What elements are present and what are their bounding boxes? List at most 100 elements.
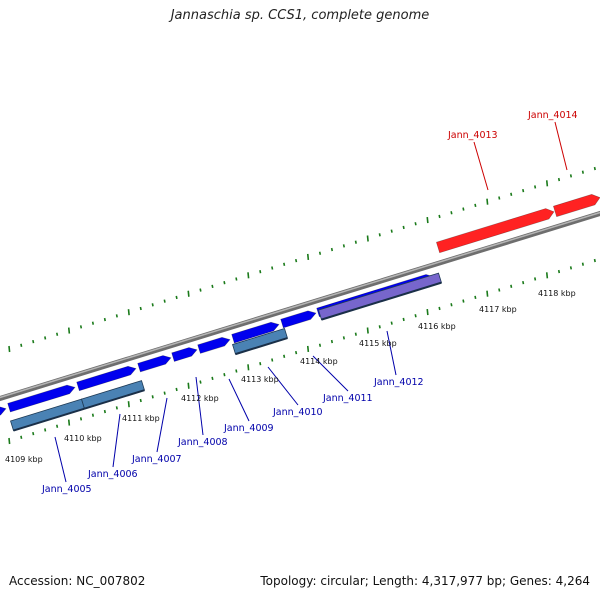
upper-tick	[474, 203, 477, 208]
upper-tick	[462, 207, 465, 211]
lower-tick	[44, 428, 47, 432]
upper-tick	[151, 303, 154, 307]
upper-tick	[67, 327, 71, 334]
leader-jann-4009	[228, 378, 250, 422]
scale-label-4111: 4111 kbp	[122, 414, 160, 423]
gene-track	[0, 194, 600, 432]
gene-label-jann-4010[interactable]: Jann_4010	[272, 407, 323, 418]
lower-tick	[318, 343, 322, 347]
gene-jann-4009[interactable]	[231, 321, 280, 344]
upper-tick	[498, 196, 501, 200]
upper-tick	[342, 244, 345, 248]
upper-tick	[557, 177, 561, 182]
gene-label-jann-4014[interactable]: Jann_4014	[527, 110, 578, 121]
upper-tick	[175, 295, 178, 300]
lower-tick	[20, 435, 23, 439]
lower-tick	[151, 395, 154, 399]
upper-tick	[414, 222, 417, 226]
gene-jann-4005-stub[interactable]	[0, 406, 7, 417]
gene-jann-4014[interactable]	[553, 194, 600, 218]
gene-jann-4009-a[interactable]	[197, 337, 231, 354]
gene-jann-4010-a[interactable]	[280, 310, 317, 329]
upper-tick	[390, 229, 393, 233]
lower-tick	[354, 332, 357, 336]
upper-tick	[593, 166, 596, 171]
lower-tick	[32, 431, 35, 436]
lower-tick	[127, 401, 130, 408]
leader-jann-4011	[312, 355, 349, 392]
upper-tick	[44, 336, 47, 340]
lower-tick	[366, 327, 369, 334]
lower-tick	[103, 409, 106, 414]
gene-label-jann-4007[interactable]: Jann_4007	[131, 454, 182, 465]
lower-tick	[534, 277, 537, 281]
upper-tick	[79, 325, 83, 329]
upper-tick	[438, 214, 441, 219]
upper-tick	[259, 270, 262, 274]
lower-tick	[414, 314, 417, 318]
scale-label-4112: 4112 kbp	[181, 394, 219, 403]
lower-tick	[271, 358, 274, 362]
gene-label-jann-4005[interactable]: Jann_4005	[41, 484, 92, 495]
tick-row-upper	[8, 166, 596, 353]
upper-tick	[330, 247, 334, 252]
gene-jann-4008[interactable]	[171, 347, 198, 362]
upper-tick	[91, 321, 95, 325]
upper-tick	[522, 188, 525, 193]
gene-jann-4007[interactable]	[76, 365, 137, 392]
lower-tick	[247, 364, 250, 371]
upper-tick	[139, 306, 142, 311]
lower-tick	[187, 382, 190, 389]
gene-jann-4013[interactable]	[436, 208, 555, 254]
upper-tick	[366, 235, 369, 242]
upper-tick	[569, 174, 573, 178]
gene-jann-4006-fwd[interactable]	[7, 384, 76, 413]
lower-tick	[522, 280, 525, 285]
gene-label-jann-4008[interactable]: Jann_4008	[177, 437, 228, 448]
map-title: Jannaschia sp. CCS1, complete genome	[170, 8, 430, 23]
lower-tick	[342, 336, 345, 340]
lower-tick	[8, 437, 11, 445]
genome-summary-text: Topology: circular; Length: 4,317,977 bp…	[260, 574, 590, 588]
upper-tick	[211, 284, 214, 289]
lower-tick	[330, 339, 334, 344]
upper-tick	[187, 290, 190, 297]
leader-jann-4010	[267, 366, 299, 406]
gene-jann-4012-edge	[321, 281, 442, 321]
lower-tick	[593, 258, 596, 263]
leader-jann-4005	[54, 436, 67, 483]
upper-tick	[378, 233, 381, 237]
gene-label-jann-4006[interactable]: Jann_4006	[87, 469, 138, 480]
upper-tick	[402, 225, 405, 230]
lower-tick	[139, 398, 142, 403]
gene-jann-4006-edge	[84, 389, 145, 410]
gene-label-jann-4011[interactable]: Jann_4011	[322, 393, 373, 404]
lower-tick	[581, 262, 584, 266]
leader-jann-4012	[386, 330, 397, 376]
lower-tick	[56, 424, 59, 428]
gene-label-jann-4012[interactable]: Jann_4012	[373, 377, 424, 388]
gene-leader-lines	[54, 121, 568, 483]
lower-tick	[402, 317, 405, 322]
gene-jann-4005-edge	[13, 407, 85, 432]
scale-label-4114: 4114 kbp	[300, 357, 338, 366]
gene-label-jann-4009[interactable]: Jann_4009	[223, 423, 274, 434]
upper-tick	[163, 299, 166, 303]
upper-tick	[235, 277, 238, 281]
upper-tick	[247, 272, 250, 279]
leader-jann-4008	[195, 376, 204, 436]
lower-tick	[67, 419, 71, 426]
upper-tick	[32, 339, 35, 344]
scale-label-4110: 4110 kbp	[64, 434, 102, 443]
upper-tick	[426, 217, 429, 224]
gene-label-jann-4013[interactable]: Jann_4013	[447, 130, 498, 141]
scale-label-4115: 4115 kbp	[359, 339, 397, 348]
upper-tick	[354, 240, 357, 244]
lower-tick	[390, 321, 393, 325]
upper-tick	[318, 251, 322, 255]
upper-tick	[103, 317, 106, 322]
gene-jann-4010-edge	[235, 337, 288, 356]
leader-jann-4014	[554, 121, 568, 171]
gene-jann-4008-a[interactable]	[137, 355, 172, 373]
lower-tick	[211, 376, 214, 381]
